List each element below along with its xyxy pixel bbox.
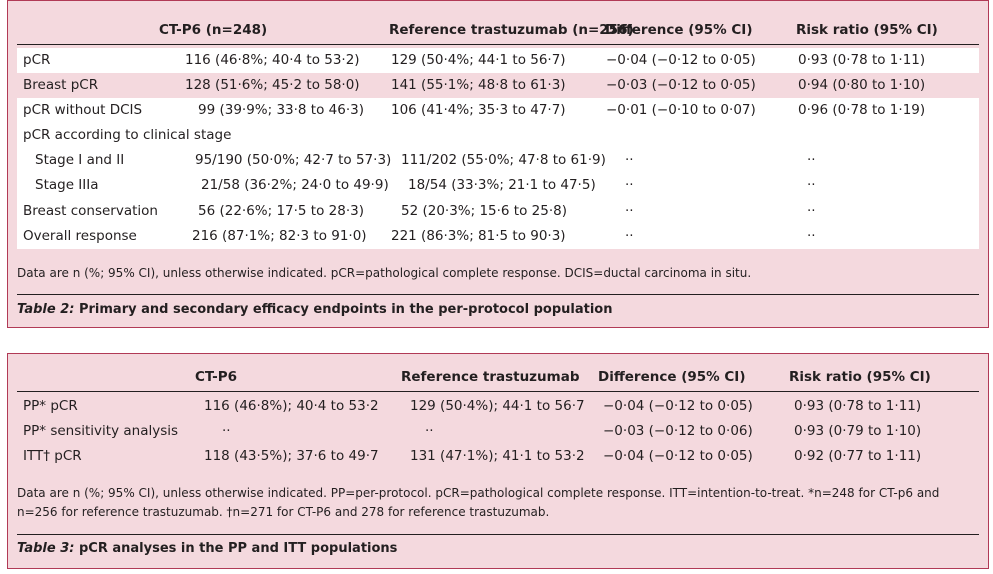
caption-text: Primary and secondary efficacy endpoints… <box>74 302 613 317</box>
risk-ratio-value: 0·93 (0·78 to 1·11) <box>798 52 926 68</box>
caption-label: Table 3: <box>17 541 75 556</box>
table-footnote: Data are n (%; 95% CI), unless otherwise… <box>17 486 940 519</box>
table-row: PP* sensitivity analysis ·· ·· −0·03 (−0… <box>17 419 979 444</box>
caption-text: pCR analyses in the PP and ITT populatio… <box>74 541 398 556</box>
column-header-difference: Difference (95% CI) <box>598 369 746 385</box>
row-label: Stage IIIa <box>35 177 99 193</box>
difference-value: −0·03 (−0·12 to 0·05) <box>606 77 756 93</box>
risk-ratio-value: 0·93 (0·79 to 1·10) <box>794 423 922 439</box>
difference-value: ·· <box>625 228 634 244</box>
reference-value: 111/202 (55·0%; 47·8 to 61·9) <box>401 152 606 168</box>
caption-rule <box>17 534 979 535</box>
table-row: Breast conservation 56 (22·6%; 17·5 to 2… <box>17 199 979 224</box>
risk-ratio-value: 0·93 (0·78 to 1·11) <box>794 398 922 414</box>
risk-ratio-value: 0·94 (0·80 to 1·10) <box>798 77 926 93</box>
reference-value: 52 (20·3%; 15·6 to 25·8) <box>401 203 567 219</box>
table-row: ITT† pCR 118 (43·5%); 37·6 to 49·7 131 (… <box>17 444 979 469</box>
table-caption: Table 2: Primary and secondary efficacy … <box>17 301 979 319</box>
column-header-reference: Reference trastuzumab (n=256) <box>389 22 634 38</box>
difference-value: ·· <box>625 203 634 219</box>
reference-value: 131 (47·1%); 41·1 to 53·2 <box>410 448 585 464</box>
column-header-difference: Difference (95% CI) <box>605 22 753 38</box>
risk-ratio-value: ·· <box>807 228 816 244</box>
reference-value: 129 (50·4%; 44·1 to 56·7) <box>391 52 566 68</box>
table-3-panel: CT-P6 Reference trastuzumab Difference (… <box>7 353 989 569</box>
table-row: Breast pCR 128 (51·6%; 45·2 to 58·0) 141… <box>17 73 979 98</box>
table-row: pCR without DCIS 99 (39·9%; 33·8 to 46·3… <box>17 98 979 123</box>
column-header-risk-ratio: Risk ratio (95% CI) <box>789 369 931 385</box>
ct-p6-value: 116 (46·8%; 40·4 to 53·2) <box>185 52 360 68</box>
difference-value: ·· <box>625 177 634 193</box>
caption-rule <box>17 294 979 295</box>
row-label: pCR without DCIS <box>23 102 143 118</box>
ct-p6-value: 95/190 (50·0%; 42·7 to 57·3) <box>195 152 392 168</box>
ct-p6-value: 116 (46·8%); 40·4 to 53·2 <box>204 398 379 414</box>
reference-value: ·· <box>425 423 434 439</box>
difference-value: −0·03 (−0·12 to 0·06) <box>603 423 753 439</box>
caption-label: Table 2: <box>17 302 75 317</box>
ct-p6-value: 118 (43·5%); 37·6 to 49·7 <box>204 448 379 464</box>
reference-value: 221 (86·3%; 81·5 to 90·3) <box>391 228 566 244</box>
row-label: PP* pCR <box>23 398 78 414</box>
difference-value: −0·01 (−0·10 to 0·07) <box>606 102 756 118</box>
column-header-risk-ratio: Risk ratio (95% CI) <box>796 22 938 38</box>
table-row: pCR 116 (46·8%; 40·4 to 53·2) 129 (50·4%… <box>17 48 979 73</box>
row-label: ITT† pCR <box>23 448 82 464</box>
difference-value: −0·04 (−0·12 to 0·05) <box>603 448 753 464</box>
table-row: PP* pCR 116 (46·8%); 40·4 to 53·2 129 (5… <box>17 394 979 419</box>
ct-p6-value: 21/58 (36·2%; 24·0 to 49·9) <box>201 177 389 193</box>
stage-block-background <box>17 123 979 224</box>
risk-ratio-value: ·· <box>807 177 816 193</box>
reference-value: 129 (50·4%); 44·1 to 56·7 <box>410 398 585 414</box>
risk-ratio-value: ·· <box>807 152 816 168</box>
reference-value: 141 (55·1%; 48·8 to 61·3) <box>391 77 566 93</box>
ct-p6-value: ·· <box>222 423 231 439</box>
risk-ratio-value: 0·92 (0·77 to 1·11) <box>794 448 922 464</box>
risk-ratio-value: 0·96 (0·78 to 1·19) <box>798 102 926 118</box>
reference-value: 18/54 (33·3%; 21·1 to 47·5) <box>408 177 596 193</box>
column-header-ct-p6: CT-P6 <box>195 369 238 385</box>
header-rule <box>17 391 979 392</box>
row-label: Overall response <box>23 228 137 244</box>
table-row: Stage IIIa 21/58 (36·2%; 24·0 to 49·9) 1… <box>17 173 979 198</box>
header-rule <box>17 44 979 45</box>
ct-p6-value: 216 (87·1%; 82·3 to 91·0) <box>192 228 367 244</box>
difference-value: −0·04 (−0·12 to 0·05) <box>606 52 756 68</box>
row-label: pCR according to clinical stage <box>23 127 232 143</box>
column-header-reference: Reference trastuzumab <box>401 369 580 385</box>
row-label: Breast conservation <box>23 203 158 219</box>
row-label: pCR <box>23 52 51 68</box>
difference-value: −0·04 (−0·12 to 0·05) <box>603 398 753 414</box>
risk-ratio-value: ·· <box>807 203 816 219</box>
table-2-panel: CT-P6 (n=248) Reference trastuzumab (n=2… <box>7 0 989 328</box>
row-label: Stage I and II <box>35 152 125 168</box>
ct-p6-value: 99 (39·9%; 33·8 to 46·3) <box>198 102 364 118</box>
difference-value: ·· <box>625 152 634 168</box>
row-label: Breast pCR <box>23 77 99 93</box>
table-row: pCR according to clinical stage <box>17 123 979 148</box>
column-header-ct-p6: CT-P6 (n=248) <box>159 22 268 38</box>
table-row: Overall response 216 (87·1%; 82·3 to 91·… <box>17 224 979 249</box>
table-footnote: Data are n (%; 95% CI), unless otherwise… <box>17 266 752 280</box>
ct-p6-value: 56 (22·6%; 17·5 to 28·3) <box>198 203 364 219</box>
table-caption: Table 3: pCR analyses in the PP and ITT … <box>17 540 979 558</box>
ct-p6-value: 128 (51·6%; 45·2 to 58·0) <box>185 77 360 93</box>
reference-value: 106 (41·4%; 35·3 to 47·7) <box>391 102 566 118</box>
table-row: Stage I and II 95/190 (50·0%; 42·7 to 57… <box>17 148 979 173</box>
row-label: PP* sensitivity analysis <box>23 423 179 439</box>
